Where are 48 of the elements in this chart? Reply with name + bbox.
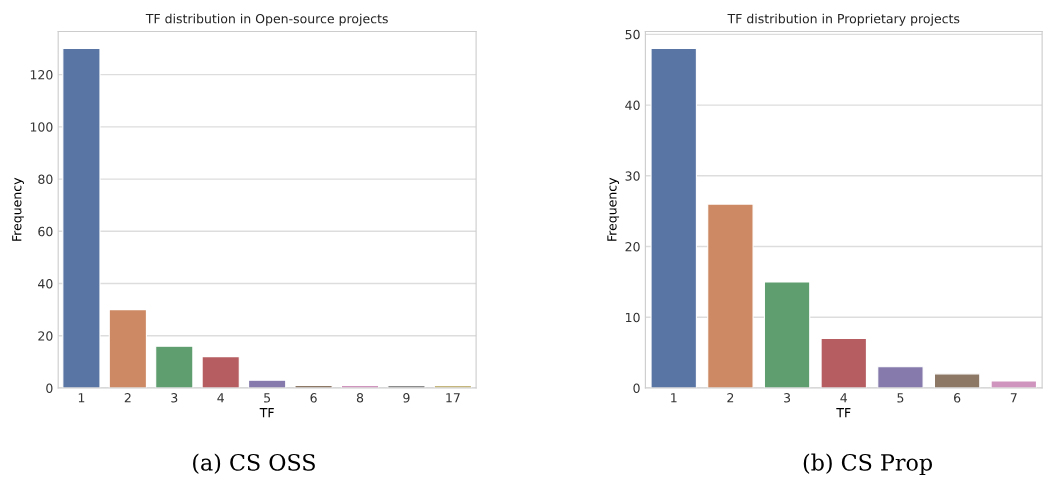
- bar: [763, 281, 811, 388]
- y-tick-label: 40: [38, 279, 53, 289]
- x-tick-label: 4: [217, 393, 224, 403]
- text: (b) CS Prop: [803, 453, 932, 476]
- x-tick-label: 5: [897, 393, 904, 403]
- x-axis-title: TF: [836, 408, 851, 418]
- y-tick-label: 40: [625, 100, 640, 111]
- x-tick-label: 6: [954, 393, 961, 403]
- bar: [990, 380, 1038, 388]
- x-tick-label: 2: [727, 393, 734, 403]
- y-tick-label: 120: [30, 70, 53, 80]
- y-tick-label: 100: [30, 122, 53, 132]
- y-tick-label: 20: [38, 331, 53, 341]
- bar: [650, 47, 697, 388]
- bar: [62, 47, 101, 388]
- y-axis-title: Frequency: [12, 177, 24, 241]
- bar: [877, 366, 924, 388]
- chart-title: TF distribution in Open-source projects: [145, 13, 388, 26]
- x-axis-title: TF: [259, 408, 274, 418]
- y-axis-title: Frequency: [607, 177, 620, 241]
- y-tick-label: 0: [633, 383, 640, 393]
- bar: [201, 356, 240, 388]
- x-tick-label: 4: [840, 393, 848, 403]
- x-tick-label: 7: [1010, 393, 1017, 403]
- x-tick-label: 2: [124, 393, 131, 403]
- bar: [707, 203, 754, 388]
- y-tick-label: 60: [38, 226, 53, 237]
- bar: [155, 345, 194, 388]
- text: (a) CS OSS: [193, 453, 315, 474]
- bar: [933, 373, 981, 388]
- bar: [820, 337, 867, 388]
- y-tick-label: 10: [625, 312, 640, 323]
- x-tick-label: 3: [784, 393, 791, 403]
- x-tick-label: 3: [171, 393, 178, 403]
- x-tick-label: 8: [356, 393, 364, 403]
- x-tick-label: 5: [264, 393, 271, 403]
- x-tick-label: 17: [446, 393, 460, 403]
- y-tick-label: 20: [625, 242, 640, 252]
- y-tick-label: 50: [625, 29, 640, 40]
- y-tick-label: 30: [625, 171, 640, 181]
- bar: [108, 309, 147, 388]
- x-tick-label: 9: [403, 393, 410, 403]
- x-tick-label: 6: [310, 393, 317, 403]
- chart-title: TF distribution in Proprietary projects: [727, 13, 960, 26]
- x-tick-label: 1: [671, 393, 677, 403]
- x-tick-label: 1: [78, 393, 85, 403]
- y-tick-label: 80: [38, 174, 53, 184]
- y-tick-label: 0: [46, 383, 53, 393]
